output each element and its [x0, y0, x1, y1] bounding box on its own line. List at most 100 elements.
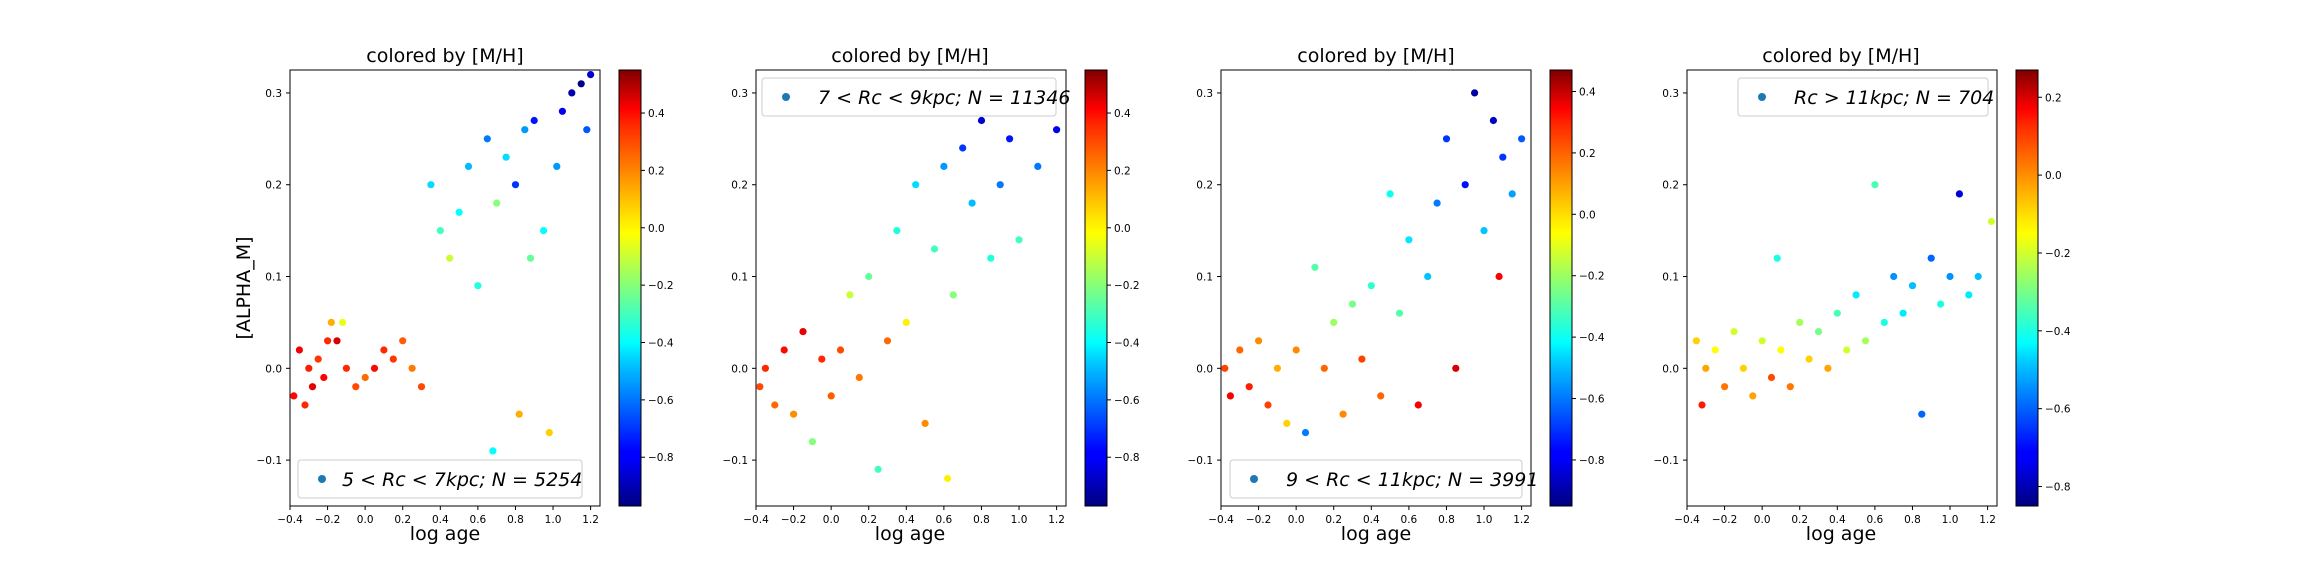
y-tick-label: 0.0	[1662, 363, 1679, 375]
x-tick-label: 0.8	[973, 514, 990, 526]
panel-2-colorbar-ticks: −0.8 −0.6 −0.4 −0.2 0.0 0.2 0.4	[1107, 108, 1140, 464]
panel-4-legend-label: Rc > 11kpc; N = 704	[1794, 87, 1994, 109]
data-point	[1377, 392, 1385, 400]
y-tick-label: −0.1	[1188, 455, 1214, 467]
colorbar-tick-label: −0.8	[2045, 482, 2071, 494]
y-tick-label: 0.3	[731, 88, 748, 100]
data-point	[464, 162, 473, 170]
data-point	[1711, 346, 1719, 354]
y-tick-label: 0.2	[731, 180, 748, 192]
data-point	[940, 162, 948, 170]
colorbar-tick-label: −0.4	[648, 338, 674, 350]
data-point	[874, 465, 882, 473]
data-point	[1405, 236, 1413, 244]
data-point	[1871, 181, 1879, 189]
x-tick-label: −0.2	[315, 514, 341, 526]
data-point	[1777, 346, 1785, 354]
x-tick-label: 0.4	[1829, 514, 1846, 526]
colorbar-tick-label: −0.2	[1579, 271, 1605, 283]
data-point	[1786, 383, 1794, 391]
data-point	[515, 410, 523, 418]
data-point	[502, 153, 510, 161]
data-point	[583, 126, 591, 134]
data-point	[399, 337, 407, 345]
panel-2-legend-box	[761, 77, 1057, 117]
data-point	[1937, 300, 1945, 308]
data-point	[521, 126, 529, 134]
panel-2-legend: 7 < Rc < 9kpc; N = 11346	[761, 77, 1070, 117]
data-point	[455, 208, 463, 216]
colorbar-tick-label: 0.2	[1579, 148, 1596, 160]
data-point	[968, 199, 976, 207]
colorbar-tick-label: −0.4	[1114, 338, 1140, 350]
y-tick-label: 0.2	[1662, 180, 1679, 192]
colorbar-tick-label: 0.2	[1114, 165, 1131, 177]
y-tick-label: −0.1	[1654, 455, 1680, 467]
data-point	[883, 337, 892, 345]
panel-2-title: colored by [M/H]	[831, 45, 988, 67]
data-point	[1899, 309, 1907, 317]
data-point	[540, 227, 548, 235]
data-point	[1814, 328, 1823, 336]
colorbar-tick-label: −0.2	[1114, 280, 1140, 292]
data-point	[436, 227, 444, 235]
data-point	[1499, 153, 1507, 161]
data-point	[558, 107, 567, 115]
x-tick-label: 1.2	[1979, 514, 1996, 526]
data-point	[290, 392, 298, 400]
x-tick-label: 0.6	[470, 514, 487, 526]
data-point	[1283, 419, 1291, 427]
data-point	[1946, 272, 1954, 281]
data-point	[846, 291, 854, 299]
data-point	[1245, 383, 1253, 391]
y-tick-label: 0.2	[1196, 180, 1213, 192]
colorbar-tick-label: 0.2	[2045, 92, 2062, 104]
y-tick-label: 0.1	[1662, 272, 1679, 284]
panel-3-legend-marker	[1250, 475, 1258, 483]
data-point	[949, 291, 957, 299]
colorbar-tick-label: −0.2	[2045, 248, 2071, 260]
data-point	[921, 419, 929, 427]
data-point	[301, 401, 309, 409]
data-point	[1692, 337, 1700, 345]
panel-4-yticks: −0.1 0.0 0.1 0.2 0.3	[1654, 88, 1687, 467]
data-point	[799, 328, 807, 336]
data-point	[339, 318, 347, 326]
data-point	[408, 364, 416, 372]
x-tick-label: 0.8	[1438, 514, 1455, 526]
y-tick-label: 0.3	[265, 88, 282, 100]
x-tick-label: 1.0	[1942, 514, 1959, 526]
panel-3-xlabel: log age	[1341, 523, 1411, 545]
data-point	[902, 318, 910, 326]
panel-2-points	[756, 89, 1061, 483]
data-point	[305, 364, 313, 372]
data-point	[1395, 309, 1404, 317]
data-point	[474, 282, 482, 290]
x-tick-label: 1.2	[1513, 514, 1530, 526]
data-point	[1955, 190, 1963, 198]
y-tick-label: 0.0	[1196, 363, 1213, 375]
data-point	[1852, 291, 1860, 299]
data-point	[1367, 282, 1375, 290]
data-point	[483, 135, 491, 143]
y-tick-label: 0.1	[1196, 272, 1213, 284]
colorbar-tick-label: −0.6	[648, 395, 674, 407]
data-point	[780, 346, 788, 354]
panel-1-legend-label: 5 < Rc < 7kpc; N = 5254	[342, 469, 582, 491]
panel-3-legend-label: 9 < Rc < 11kpc; N = 3991	[1286, 469, 1538, 491]
data-point	[959, 144, 967, 152]
data-point	[1489, 116, 1497, 125]
x-tick-label: −0.4	[743, 514, 769, 526]
data-point	[1358, 355, 1366, 363]
x-tick-label: 0.6	[936, 514, 953, 526]
y-tick-label: 0.1	[265, 272, 282, 284]
panel-1-axes	[289, 69, 601, 507]
panel-4-xlabel: log age	[1806, 523, 1876, 545]
panel-1-title: colored by [M/H]	[366, 45, 523, 67]
x-tick-label: 0.2	[860, 514, 877, 526]
data-point	[1292, 346, 1300, 354]
data-point	[865, 272, 873, 281]
data-point	[511, 181, 520, 189]
data-point	[1311, 263, 1319, 271]
y-tick-label: −0.1	[257, 455, 283, 467]
